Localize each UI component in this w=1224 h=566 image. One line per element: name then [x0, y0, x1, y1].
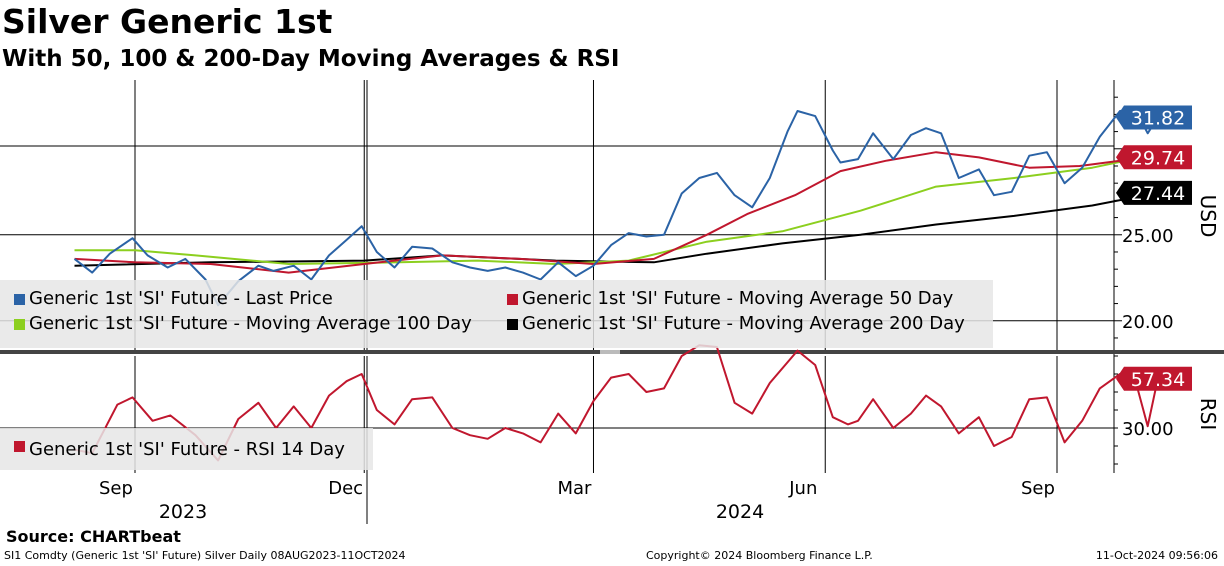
- chart-subtitle: With 50, 100 & 200-Day Moving Averages &…: [2, 46, 620, 72]
- panel-divider-grip: [600, 350, 620, 354]
- xtick-label-3: Jun: [788, 478, 817, 499]
- tag-rsi-value: 57.34: [1131, 369, 1185, 391]
- ma200-line: [74, 191, 1158, 267]
- year-label-0: 2023: [159, 501, 207, 523]
- footer-timestamp: 11-Oct-2024 09:56:06: [1095, 549, 1218, 562]
- legend-rsi-label: Generic 1st 'SI' Future - RSI 14 Day: [29, 439, 345, 460]
- rsi-line: [74, 344, 1159, 462]
- tag-ma50-bg: [1116, 145, 1192, 170]
- xtick-label-4: Sep: [1021, 478, 1055, 499]
- legend-ma200-swatch: [507, 319, 518, 330]
- xtick-label-0: Sep: [99, 478, 133, 499]
- price-legend-box: [0, 280, 993, 348]
- price-line: [73, 108, 1159, 307]
- price-axis-title: USD: [1196, 195, 1220, 238]
- tag-ma200-value: 27.44: [1131, 183, 1185, 205]
- tag-price-value: 31.82: [1131, 107, 1185, 129]
- source-note: Source: CHARTbeat: [6, 527, 181, 546]
- tag-price-bg: [1116, 105, 1192, 130]
- legend-ma50-label: Generic 1st 'SI' Future - Moving Average…: [522, 288, 954, 309]
- xtick-label-1: Dec: [328, 478, 363, 499]
- chart-title: Silver Generic 1st: [2, 2, 333, 41]
- legend-rsi-swatch: [14, 441, 25, 452]
- year-label-1: 2024: [716, 501, 764, 523]
- tag-ma200-bg: [1116, 180, 1192, 205]
- price-ytick-label: 25.00: [1122, 226, 1174, 247]
- legend-price-swatch: [14, 294, 25, 305]
- tag-rsi-bg: [1116, 366, 1192, 391]
- price-ytick-label: 20.00: [1122, 312, 1174, 333]
- ma100-line: [74, 152, 1159, 265]
- rsi-axis-title: RSI: [1196, 398, 1220, 431]
- rsi-legend-box: [0, 428, 373, 470]
- rsi-ytick-label: 30.00: [1122, 419, 1174, 440]
- legend-ma100-swatch: [14, 319, 25, 330]
- footer-ticker: SI1 Comdty (Generic 1st 'SI' Future) Sil…: [4, 549, 406, 562]
- legend-ma50-swatch: [507, 294, 518, 305]
- legend-ma200-label: Generic 1st 'SI' Future - Moving Average…: [522, 313, 965, 334]
- ma50-line: [74, 151, 1158, 274]
- legend-price-label: Generic 1st 'SI' Future - Last Price: [29, 288, 333, 309]
- xtick-label-2: Mar: [557, 478, 592, 499]
- footer-copyright: Copyright© 2024 Bloomberg Finance L.P.: [646, 549, 873, 562]
- tag-ma50-value: 29.74: [1131, 147, 1185, 169]
- legend-ma100-label: Generic 1st 'SI' Future - Moving Average…: [29, 313, 472, 334]
